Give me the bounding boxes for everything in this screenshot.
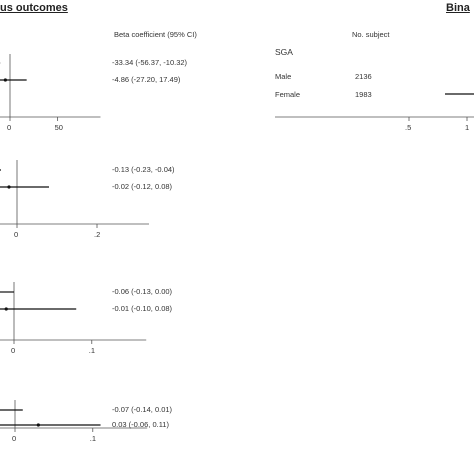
continuous-outcomes-heading: us outcomes [0, 2, 68, 14]
panel-1-tick-label-2: 50 [54, 123, 63, 132]
panel-3-row-2-estimate [4, 307, 8, 311]
beta-coefficient-header: Beta coefficient (95% CI) [114, 30, 197, 39]
panel-4-row-2-label: 0.03 (-0.06, 0.11) [112, 420, 169, 429]
panel-1-tick-label-1: 0 [7, 123, 12, 132]
male-row-label: Male [275, 72, 292, 81]
right-tick-label-one: 1 [465, 123, 470, 132]
panel-3-row-1-label: -0.06 (-0.13, 0.00) [112, 287, 173, 296]
panel-4-row-2-estimate [36, 423, 40, 427]
panel-2-tick-label-1: 0 [14, 230, 19, 239]
panel-3-tick-label-2: .1 [88, 346, 96, 355]
right-tick-label-half: .5 [405, 123, 412, 132]
panel-2-row-2-estimate [7, 185, 11, 189]
panel-3-row-2-label: -0.01 (-0.10, 0.08) [112, 304, 173, 313]
panel-1-row-2-estimate [3, 78, 7, 82]
panel-2-row-2-label: -0.02 (-0.12, 0.08) [112, 182, 173, 191]
sga-section-label: SGA [275, 47, 293, 57]
female-row-count: 1983 [355, 90, 372, 99]
panel-2-row-1-label: -0.13 (-0.23, -0.04) [112, 165, 175, 174]
panel-4-tick-label-1: 0 [12, 434, 17, 443]
panel-2-tick-label-2: .2 [94, 230, 101, 239]
panel-4-row-1-label: -0.07 (-0.14, 0.01) [112, 405, 173, 414]
binary-outcomes-heading: Bina [446, 2, 470, 14]
male-row-count: 2136 [355, 72, 372, 81]
panel-1-row-1-label: -33.34 (-56.37, -10.32) [112, 58, 188, 67]
female-row-label: Female [275, 90, 301, 99]
panel-4-tick-label-2: .1 [89, 434, 97, 443]
no-subject-header: No. subject [352, 30, 390, 39]
panel-3-tick-label-1: 0 [11, 346, 16, 355]
panel-1-row-2-label: -4.86 (-27.20, 17.49) [112, 75, 181, 84]
